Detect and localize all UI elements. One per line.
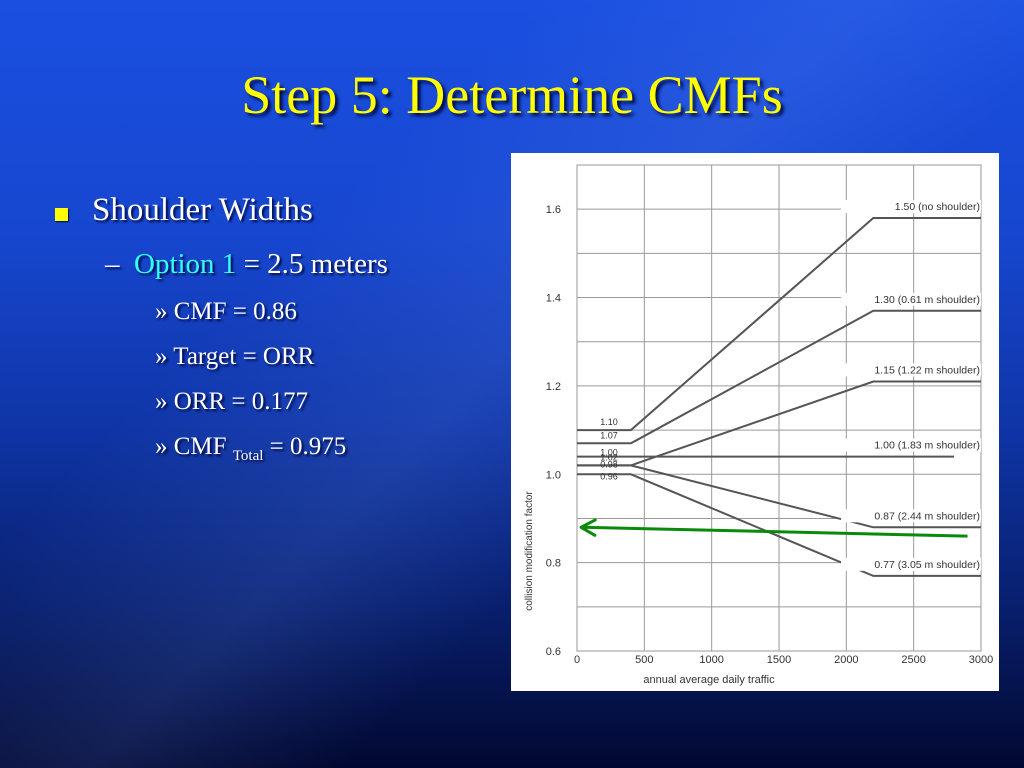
series-end-label: 1.15 (1.22 m shoulder) <box>874 364 980 376</box>
series-end-label-bg <box>841 292 981 306</box>
series-start-label: 1.00 <box>600 448 618 458</box>
series-end-label-bg <box>841 363 981 377</box>
y-tick-label: 1.6 <box>546 204 561 216</box>
x-tick-label: 0 <box>574 654 580 666</box>
x-tick-label: 3000 <box>969 654 993 666</box>
y-tick-label: 1.4 <box>546 293 561 305</box>
series-line <box>577 309 981 445</box>
series-line <box>577 217 981 432</box>
y-tick-label: 1.2 <box>546 381 561 393</box>
subitem-cmf: » CMF = 0.86 <box>155 298 297 325</box>
x-tick-label: 2500 <box>901 654 925 666</box>
series-start-label: 0.98 <box>600 459 618 469</box>
series-end-label: 0.87 (2.44 m shoulder) <box>874 510 980 522</box>
series-start-label: 0.96 <box>600 471 618 481</box>
y-axis-label: collision modification factor <box>524 491 535 611</box>
series-start-label: 1.02 <box>600 452 618 462</box>
chart-svg: 1.10 1.50 (no shoulder) 1.07 1.30 (0.61 m s… <box>524 164 993 686</box>
series-end-label: 1.00 (1.83 m shoulder) <box>874 440 980 452</box>
series-end-label: 1.50 (no shoulder) <box>895 201 980 213</box>
green-arrow-head <box>579 518 597 537</box>
x-tick-label: 500 <box>635 654 653 666</box>
series-end-label-bg <box>841 438 981 452</box>
series-end-label: 0.77 (3.05 m shoulder) <box>874 559 980 571</box>
total-subscript: Total <box>232 448 264 464</box>
series-end-label-bg <box>841 509 981 523</box>
series-line <box>577 464 981 529</box>
x-axis-label: annual average daily traffic <box>643 674 775 686</box>
y-tick-label: 0.6 <box>546 646 561 658</box>
series-end-label: 1.30 (0.61 m shoulder) <box>874 294 980 306</box>
bullet-shoulder-widths: Shoulder Widths <box>55 192 313 229</box>
total-suffix: = 0.975 <box>263 433 347 460</box>
series-line <box>577 473 981 577</box>
bullet-list: Shoulder Widths – Option 1 = 2.5 meters … <box>55 192 388 464</box>
x-tick-label: 1000 <box>699 654 723 666</box>
series-start-label: 1.07 <box>600 430 618 440</box>
y-tick-label: 0.8 <box>546 558 561 570</box>
bullet-square-icon <box>55 208 68 221</box>
bullet-text: Shoulder Widths <box>92 192 313 228</box>
dash-marker: – <box>105 248 120 280</box>
y-tick-label: 1.0 <box>546 469 561 481</box>
green-arrow-shaft <box>583 525 968 538</box>
series-end-label-bg <box>841 200 981 214</box>
subitem-orr: » ORR = 0.177 <box>155 388 309 415</box>
x-tick-label: 1500 <box>767 654 791 666</box>
option-value: = 2.5 meters <box>236 248 388 280</box>
bullet-option-1: – Option 1 = 2.5 meters <box>105 248 388 281</box>
series-end-label-bg <box>841 557 981 571</box>
x-tick-label: 2000 <box>834 654 858 666</box>
series-start-label: 1.10 <box>600 417 618 427</box>
slide-title: Step 5: Determine CMFs <box>241 65 783 125</box>
subitem-cmf-total: » CMF Total = 0.975 <box>155 433 346 465</box>
subitem-target: » Target = ORR <box>155 343 315 370</box>
total-prefix: » CMF <box>155 433 233 460</box>
option-label: Option 1 <box>134 248 237 280</box>
cmf-chart: 1.10 1.50 (no shoulder) 1.07 1.30 (0.61 m s… <box>511 153 999 691</box>
